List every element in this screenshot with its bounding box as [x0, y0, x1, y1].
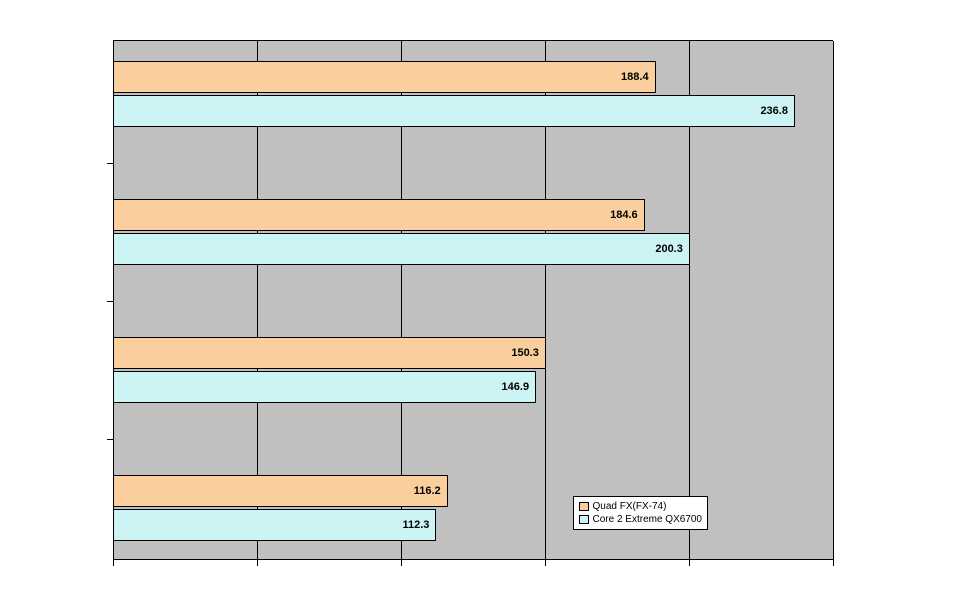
- bar-qx6700: 146.9: [113, 371, 536, 403]
- bar-quad_fx: 116.2: [113, 475, 448, 507]
- legend-label-qx6700: Core 2 Extreme QX6700: [593, 513, 703, 526]
- y-tick: [107, 301, 113, 302]
- gridline: [833, 41, 834, 560]
- legend: Quad FX(FX-74) Core 2 Extreme QX6700: [573, 496, 709, 530]
- square-icon: [579, 515, 589, 524]
- bar-value-label: 236.8: [760, 105, 788, 117]
- x-tick: [689, 560, 690, 566]
- bar-qx6700: 112.3: [113, 509, 436, 541]
- x-axis-line: [113, 559, 833, 560]
- bar-value-label: 146.9: [502, 381, 530, 393]
- legend-label-quad-fx: Quad FX(FX-74): [593, 500, 667, 513]
- x-tick: [113, 560, 114, 566]
- y-tick: [107, 439, 113, 440]
- bar-value-label: 150.3: [511, 347, 539, 359]
- y-axis-line: [113, 41, 114, 560]
- bars-layer: 188.4 236.8 184.6 200.3 150.3 146.9 116.2 112.3: [113, 41, 833, 560]
- plot-area: 188.4 236.8 184.6 200.3 150.3 146.9 116.2 112.3: [113, 40, 833, 560]
- y-tick: [107, 163, 113, 164]
- bar-qx6700: 236.8: [113, 95, 795, 127]
- bar-quad_fx: 188.4: [113, 61, 656, 93]
- bar-value-label: 200.3: [655, 243, 683, 255]
- bar-quad_fx: 150.3: [113, 337, 546, 369]
- bar-value-label: 116.2: [414, 485, 441, 497]
- legend-item-qx6700: Core 2 Extreme QX6700: [579, 513, 703, 526]
- square-icon: [579, 502, 589, 511]
- chart-outer: 188.4 236.8 184.6 200.3 150.3 146.9 116.2 112.3…: [0, 0, 970, 604]
- bar-value-label: 112.3: [403, 519, 430, 531]
- x-tick: [401, 560, 402, 566]
- bar-value-label: 188.4: [621, 71, 649, 83]
- x-tick: [257, 560, 258, 566]
- bar-qx6700: 200.3: [113, 233, 690, 265]
- x-tick: [833, 560, 834, 566]
- bar-value-label: 184.6: [610, 209, 638, 221]
- legend-item-quad-fx: Quad FX(FX-74): [579, 500, 703, 513]
- x-tick: [545, 560, 546, 566]
- bar-quad_fx: 184.6: [113, 199, 645, 231]
